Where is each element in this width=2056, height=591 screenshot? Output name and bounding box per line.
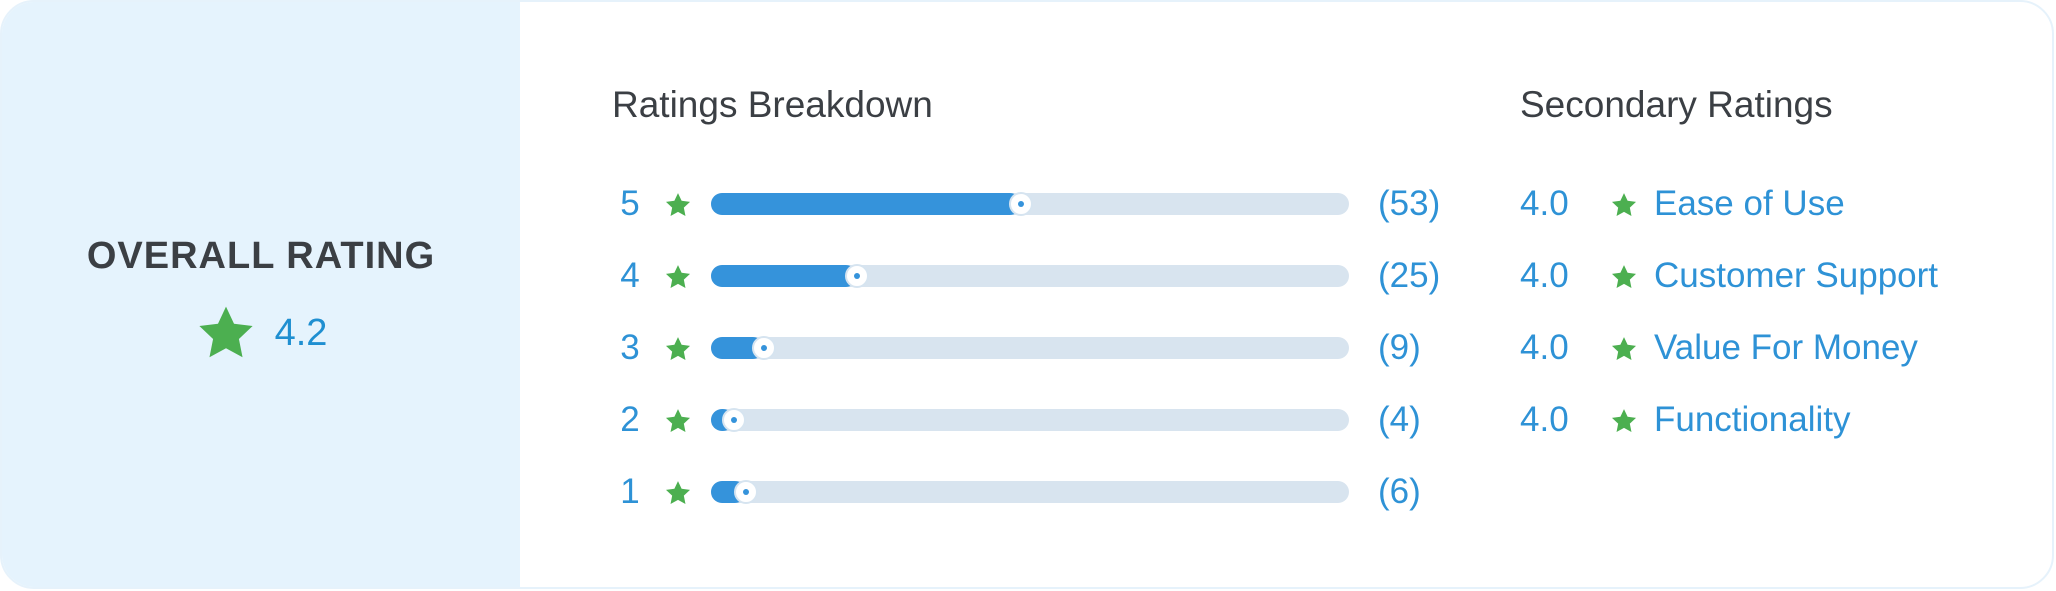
- overall-rating-title: OVERALL RATING: [86, 235, 436, 277]
- star-icon: [195, 302, 257, 364]
- secondary-rating-value: 4.0: [1520, 328, 1569, 367]
- star-level: 2: [620, 400, 640, 439]
- secondary-ratings-title: Secondary Ratings: [1520, 84, 1833, 125]
- secondary-rating-value: 4.0: [1520, 184, 1569, 223]
- star-level: 3: [620, 328, 640, 367]
- star-icon: [1610, 263, 1638, 291]
- review-count: (4): [1378, 400, 1421, 439]
- secondary-rating-value: 4.0: [1520, 400, 1569, 439]
- star-icon: [1610, 191, 1638, 219]
- review-count: (53): [1378, 184, 1441, 223]
- star-icon: [1610, 407, 1638, 435]
- star-level: 1: [620, 472, 640, 511]
- rating-bar-fill: [711, 337, 764, 359]
- review-count: (6): [1378, 472, 1421, 511]
- star-icon: [664, 263, 692, 291]
- rating-bar-track: [711, 408, 1349, 432]
- star-icon: [664, 335, 692, 363]
- rating-bar-track: [711, 480, 1349, 504]
- rating-bar-handle: [734, 480, 758, 504]
- secondary-rating-label[interactable]: Value For Money: [1654, 328, 1918, 367]
- rating-bar-fill: [711, 265, 857, 287]
- secondary-rating-label[interactable]: Ease of Use: [1654, 184, 1845, 223]
- secondary-rating-value: 4.0: [1520, 256, 1569, 295]
- rating-bar-handle: [722, 408, 746, 432]
- secondary-rating-label[interactable]: Customer Support: [1654, 256, 1939, 295]
- ratings-breakdown-title: Ratings Breakdown: [612, 84, 933, 125]
- star-icon: [664, 407, 692, 435]
- rating-bar-handle: [752, 336, 776, 360]
- star-icon: [664, 479, 692, 507]
- rating-bar-handle: [845, 264, 869, 288]
- rating-bar-handle: [1009, 192, 1033, 216]
- star-icon: [1610, 335, 1638, 363]
- star-level: 5: [620, 184, 640, 223]
- secondary-rating-label[interactable]: Functionality: [1654, 400, 1851, 439]
- review-count: (25): [1378, 256, 1441, 295]
- star-icon: [664, 191, 692, 219]
- overall-score: 4.2: [2, 302, 520, 364]
- rating-bar-track: [711, 264, 1349, 288]
- rating-bar-track: [711, 336, 1349, 360]
- rating-bar-fill: [711, 193, 1021, 215]
- overall-rating-value: 4.2: [274, 311, 328, 354]
- star-level: 4: [620, 256, 640, 295]
- overall-rating-panel: OVERALL RATING 4.2: [2, 2, 520, 587]
- rating-bar-track: [711, 192, 1349, 216]
- review-count: (9): [1378, 328, 1421, 367]
